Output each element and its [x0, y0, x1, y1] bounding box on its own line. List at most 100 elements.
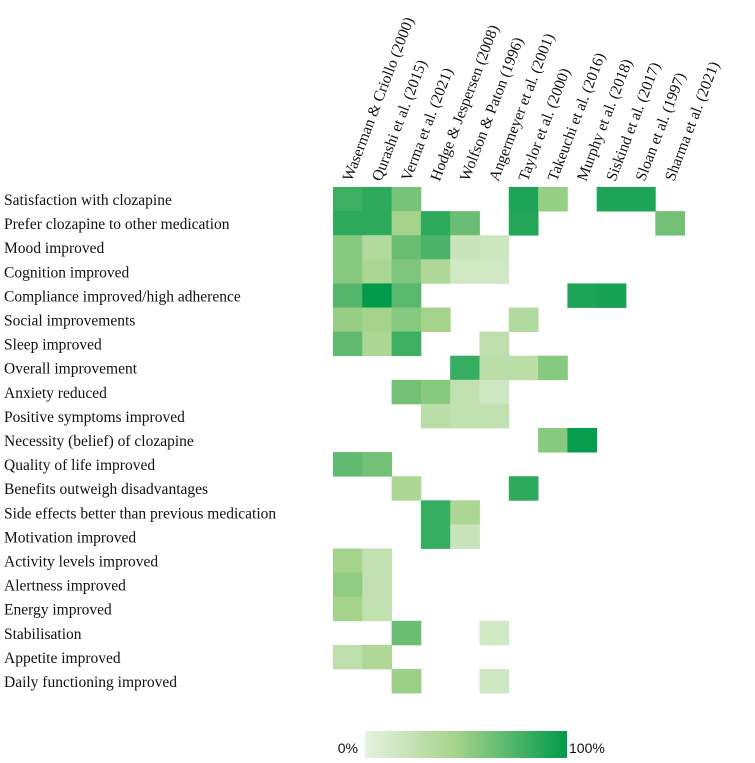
heatmap-cell: [567, 428, 598, 453]
row-label: Energy improved: [4, 602, 112, 619]
row-label: Necessity (belief) of clozapine: [4, 433, 194, 450]
heatmap-cell: [450, 403, 480, 429]
heatmap-cell: [391, 259, 422, 284]
row-label: Satisfaction with clozapine: [4, 192, 172, 209]
heatmap-cell: [391, 620, 422, 646]
row-label: Compliance improved/high adherence: [4, 288, 241, 305]
heatmap-cell: [508, 187, 539, 212]
heatmap-cell: [362, 283, 392, 308]
row-labels: Satisfaction with clozapine Prefer clozap…: [4, 192, 276, 691]
heatmap-cell: [450, 211, 480, 236]
heatmap-cell: [450, 500, 480, 525]
row-label: Stabilisation: [4, 626, 82, 643]
heatmap-cell: [626, 187, 656, 212]
heatmap-cell: [333, 235, 363, 260]
heatmap-cell: [420, 307, 451, 332]
row-label: Appetite improved: [4, 650, 121, 667]
heatmap-cell: [391, 307, 422, 332]
row-label: Cognition improved: [4, 264, 130, 281]
row-label: Side effects better than previous medica…: [4, 505, 276, 522]
column-labels: Waserman & Criollo (2000)Qurashi et al. …: [340, 15, 724, 183]
heatmap-cell: [538, 187, 568, 212]
heatmap-cell: [479, 259, 510, 284]
row-label: Positive symptoms improved: [4, 409, 185, 426]
row-label: Prefer clozapine to other medication: [4, 216, 230, 233]
row-label: Anxiety reduced: [4, 385, 107, 402]
heatmap-cell: [391, 235, 422, 260]
row-label: Benefits outweigh disadvantages: [4, 481, 208, 498]
heatmap-cell: [450, 259, 480, 284]
heatmap-cell: [508, 476, 539, 501]
colorbar-min-label: 0%: [338, 740, 358, 756]
row-label: Overall improvement: [4, 361, 138, 378]
heatmap-cell: [420, 211, 451, 236]
heatmap-cell: [596, 187, 627, 212]
heatmap-cell: [362, 572, 392, 598]
heatmap-cell: [479, 331, 510, 357]
heatmap-cell: [479, 355, 510, 381]
heatmap-cell: [508, 211, 539, 236]
heatmap-cell: [420, 500, 451, 525]
heatmap-cell: [391, 669, 422, 694]
heatmap-cell: [391, 211, 422, 236]
row-label: Activity levels improved: [4, 554, 158, 571]
heatmap-cell: [333, 307, 363, 332]
heatmap-cell: [538, 428, 568, 453]
heatmap-cell: [450, 235, 480, 260]
colorbar: [365, 731, 567, 758]
row-label: Motivation improved: [4, 529, 136, 546]
heatmap-cell: [450, 524, 480, 549]
heatmap-cell: [479, 235, 510, 260]
heatmap-cell: [538, 355, 568, 381]
heatmap-cell: [333, 331, 363, 357]
colorbar-legend: 0% 100%: [338, 731, 605, 758]
heatmap-cell: [333, 572, 363, 598]
heatmap-cell: [479, 379, 510, 405]
heatmap-cell: [420, 524, 451, 549]
heatmap-cell: [596, 283, 627, 308]
heatmap-cell: [333, 644, 363, 670]
heatmap-cell: [391, 187, 422, 212]
heatmap-cell: [655, 211, 685, 236]
heatmap-cell: [362, 187, 392, 212]
heatmap-cell: [362, 211, 392, 236]
colorbar-max-label: 100%: [569, 740, 605, 756]
heatmap-cell: [362, 644, 392, 670]
heatmap-cell: [362, 235, 392, 260]
heatmap-cell: [333, 283, 363, 308]
heatmap-cell: [333, 259, 363, 284]
heatmap-cell: [420, 403, 451, 429]
heatmap-cell: [333, 596, 363, 622]
heatmap-cell: [391, 379, 422, 405]
heatmap-cell: [333, 187, 363, 212]
heatmap-cell: [479, 620, 510, 646]
heatmap-cell: [420, 379, 451, 405]
row-label: Mood improved: [4, 240, 105, 257]
heatmap-cell: [391, 283, 422, 308]
row-label: Social improvements: [4, 313, 135, 330]
row-label: Alertness improved: [4, 578, 126, 595]
heatmap-cell: [362, 452, 392, 477]
heatmap-cell: [391, 331, 422, 357]
row-label: Daily functioning improved: [4, 674, 177, 691]
heatmap-cell: [362, 331, 392, 357]
heatmap-cell: [479, 669, 510, 694]
heatmap-cell: [391, 476, 422, 501]
heatmap-cell: [333, 548, 363, 573]
heatmap-cell: [362, 307, 392, 332]
heatmap-cell: [479, 403, 510, 429]
row-label: Quality of life improved: [4, 457, 155, 474]
heatmap-cell: [450, 355, 480, 381]
heatmap-cell: [450, 379, 480, 405]
heatmap-cell: [333, 211, 363, 236]
heatmap-cells: [333, 187, 685, 694]
heatmap-cell: [508, 307, 539, 332]
heatmap-cell: [567, 283, 598, 308]
heatmap-cell: [362, 548, 392, 573]
heatmap-cell: [508, 355, 539, 381]
row-label: Sleep improved: [4, 337, 102, 354]
heatmap-cell: [420, 259, 451, 284]
heatmap-cell: [362, 596, 392, 622]
heatmap-cell: [362, 259, 392, 284]
